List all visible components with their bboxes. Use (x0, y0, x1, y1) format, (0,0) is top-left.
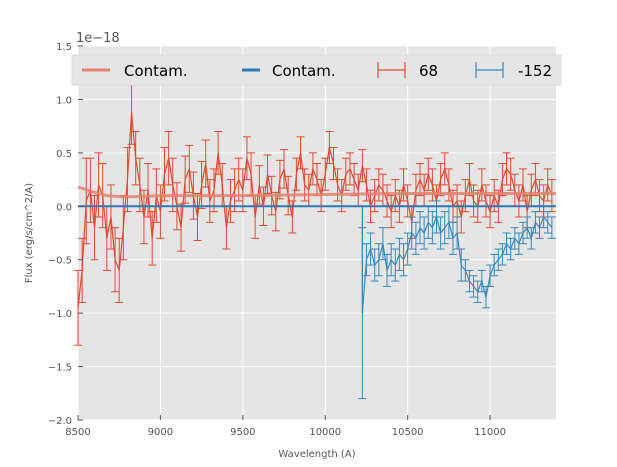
y-tick-label-5: 0.5 (56, 149, 72, 160)
legend-label-minus-152: -152 (518, 62, 552, 80)
y-tick-label-2: −1.0 (48, 309, 72, 320)
legend-handle-minus-152 (475, 62, 504, 78)
y-tick-label-7: 1.5 (56, 42, 72, 53)
series-0 (77, 185, 556, 199)
series-line-0 (77, 185, 556, 199)
legend-handle-68 (377, 62, 406, 78)
offset-text: 1e−18 (76, 31, 120, 46)
x-tick-label-3: 10000 (309, 427, 341, 438)
legend-label-contam-2: Contam. (272, 62, 336, 80)
x-tick-label-5: 11000 (474, 427, 506, 438)
legend: Contam. Contam. 68 -152 (71, 54, 562, 86)
legend-label-contam-1: Contam. (124, 62, 188, 80)
y-axis-label: Flux (erg/s/cm^2/A) (24, 183, 35, 283)
y-tick-label-0: −2.0 (48, 416, 72, 427)
series-line-2 (77, 112, 553, 308)
legend-label-68: 68 (419, 62, 438, 80)
series-2 (74, 79, 556, 346)
x-tick-label-2: 9500 (230, 427, 255, 438)
x-tick-label-4: 10500 (392, 427, 424, 438)
y-tick-label-6: 1.0 (56, 95, 72, 106)
y-tick-label-3: −0.5 (48, 256, 72, 267)
ticks: 8500 9000 9500 10000 10500 11000 −2.0 −1.5 −1.0 −… (48, 42, 506, 438)
x-tick-label-1: 9000 (148, 427, 173, 438)
y-tick-label-1: −1.5 (48, 363, 72, 374)
x-tick-label-0: 8500 (65, 427, 90, 438)
x-axis-label: Wavelength (A) (278, 449, 355, 460)
plot-background (78, 46, 556, 420)
series-line-3 (361, 215, 553, 314)
y-tick-label-4: 0.0 (56, 202, 72, 213)
series-layer (74, 79, 556, 400)
series-3 (358, 200, 556, 400)
